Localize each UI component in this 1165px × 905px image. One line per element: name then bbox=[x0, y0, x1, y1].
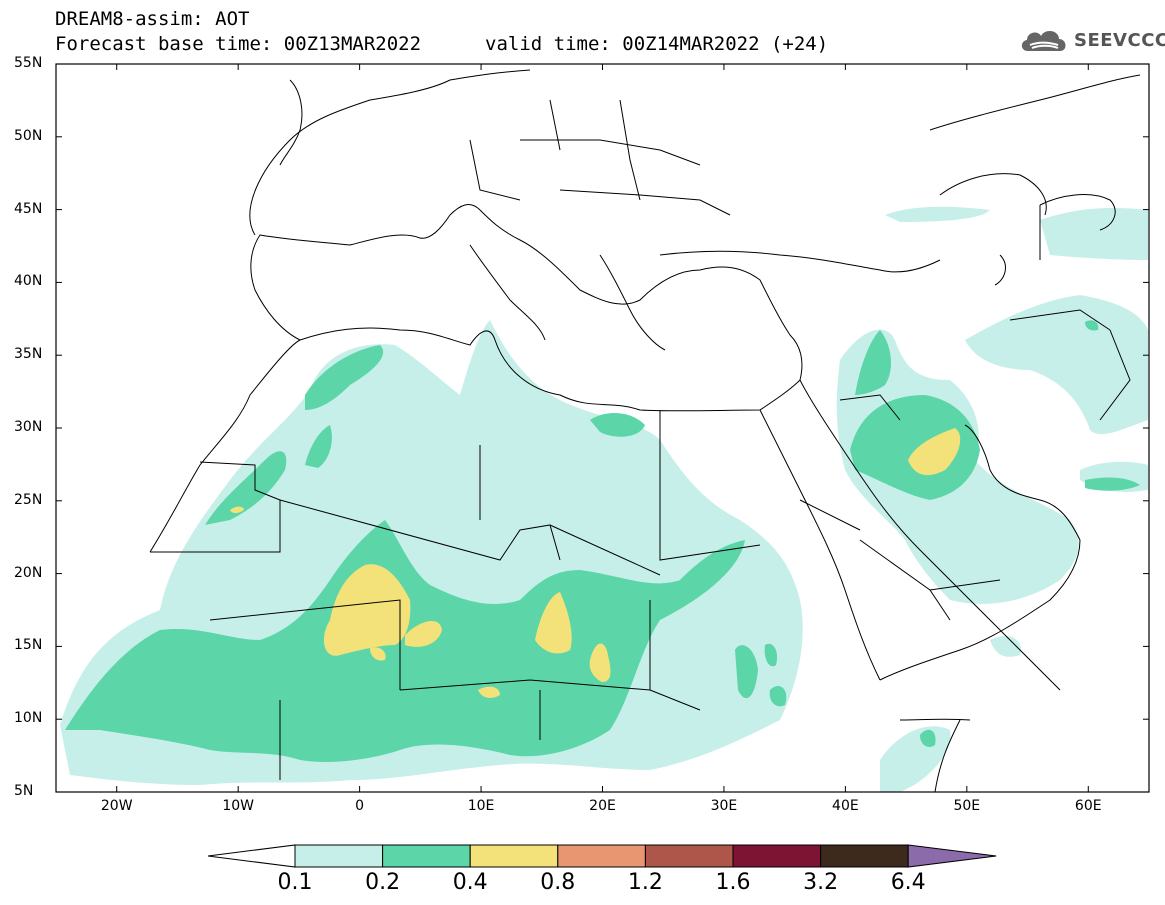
longitude-label: 60E bbox=[1074, 798, 1102, 814]
longitude-label: 0 bbox=[355, 798, 365, 814]
longitude-label: 10W bbox=[222, 798, 254, 814]
axis-ticks bbox=[56, 63, 1149, 793]
latitude-label: 40N bbox=[14, 273, 43, 290]
aot-level-0.4-shading bbox=[230, 428, 961, 698]
latitude-label: 5N bbox=[14, 783, 34, 799]
latitude-label: 30N bbox=[14, 419, 43, 435]
forecast-base-time: Forecast base time: 00Z13MAR2022 bbox=[55, 33, 422, 55]
longitude-label: 10E bbox=[467, 798, 495, 814]
colorbar-level-label: 0.2 bbox=[365, 870, 401, 895]
colorbar-level-label: 0.1 bbox=[277, 870, 313, 895]
colorbar-level-label: 1.2 bbox=[627, 870, 663, 895]
latitude-label: 25N bbox=[14, 491, 43, 508]
latitude-label: 15N bbox=[14, 637, 43, 654]
latitude-label: 35N bbox=[14, 346, 43, 363]
coastlines-and-borders bbox=[149, 69, 1141, 792]
colorbar-level-label: 3.2 bbox=[803, 870, 839, 895]
latitude-label: 45N bbox=[14, 200, 43, 217]
colorbar-level-label: 6.4 bbox=[890, 870, 926, 895]
latitude-label: 55N bbox=[14, 55, 43, 71]
longitude-label: 50E bbox=[953, 798, 981, 814]
colorbar-level-label: 0.4 bbox=[452, 870, 488, 895]
colorbar-level-label: 0.8 bbox=[540, 870, 576, 895]
map-title: DREAM8-assim: AOT bbox=[55, 8, 250, 30]
cloud-icon bbox=[1021, 30, 1066, 51]
longitude-label: 20E bbox=[589, 798, 616, 814]
longitude-label: 40E bbox=[832, 798, 859, 814]
latitude-label: 10N bbox=[14, 710, 43, 727]
valid-time: valid time: 00Z14MAR2022 (+24) bbox=[485, 33, 829, 55]
latitude-label: 20N bbox=[14, 564, 43, 581]
aot-field bbox=[60, 206, 1148, 792]
logo-text: SEEVCCC bbox=[1074, 29, 1165, 51]
longitude-label: 20W bbox=[100, 798, 133, 814]
colorbar-level-label: 1.6 bbox=[715, 870, 751, 895]
latitude-label: 50N bbox=[14, 127, 43, 144]
longitude-label: 30E bbox=[710, 798, 738, 814]
seevccc-logo: SEEVCCC bbox=[1018, 22, 1165, 58]
